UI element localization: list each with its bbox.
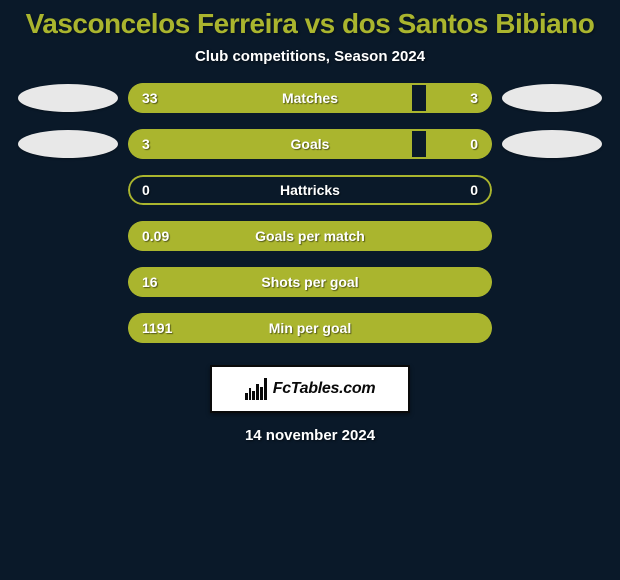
stat-bar: 1191Min per goal: [128, 313, 492, 343]
stat-label: Goals: [128, 129, 492, 159]
player-ellipse-icon: [502, 130, 602, 158]
brand-badge: FcTables.com: [210, 365, 410, 413]
stat-value-right: 0: [470, 175, 478, 205]
stat-bar: 33Matches3: [128, 83, 492, 113]
stat-bar: 0.09Goals per match: [128, 221, 492, 251]
stat-label: Matches: [128, 83, 492, 113]
player-ellipse-icon: [18, 130, 118, 158]
footer-date: 14 november 2024: [0, 413, 620, 444]
player-ellipse-icon: [502, 84, 602, 112]
page-subtitle: Club competitions, Season 2024: [0, 44, 620, 83]
stat-row: 1191Min per goal: [8, 313, 612, 343]
stat-label: Min per goal: [128, 313, 492, 343]
stat-row: 16Shots per goal: [8, 267, 612, 297]
stat-bar: 3Goals0: [128, 129, 492, 159]
stat-value-right: 0: [470, 129, 478, 159]
stat-row: 33Matches3: [8, 83, 612, 113]
stat-label: Hattricks: [128, 175, 492, 205]
page-title: Vasconcelos Ferreira vs dos Santos Bibia…: [0, 0, 620, 44]
stat-bar: 16Shots per goal: [128, 267, 492, 297]
stat-side-left: [8, 130, 128, 158]
stat-value-right: 3: [470, 83, 478, 113]
stat-row: 0Hattricks0: [8, 175, 612, 205]
stat-row: 3Goals0: [8, 129, 612, 159]
stat-label: Shots per goal: [128, 267, 492, 297]
stat-bar: 0Hattricks0: [128, 175, 492, 205]
stat-label: Goals per match: [128, 221, 492, 251]
brand-logo-icon: [245, 378, 267, 400]
stat-side-right: [492, 130, 612, 158]
stat-row: 0.09Goals per match: [8, 221, 612, 251]
stat-side-right: [492, 84, 612, 112]
stats-container: 33Matches33Goals00Hattricks00.09Goals pe…: [0, 83, 620, 343]
player-ellipse-icon: [18, 84, 118, 112]
stat-side-left: [8, 84, 128, 112]
brand-text: FcTables.com: [273, 380, 376, 398]
